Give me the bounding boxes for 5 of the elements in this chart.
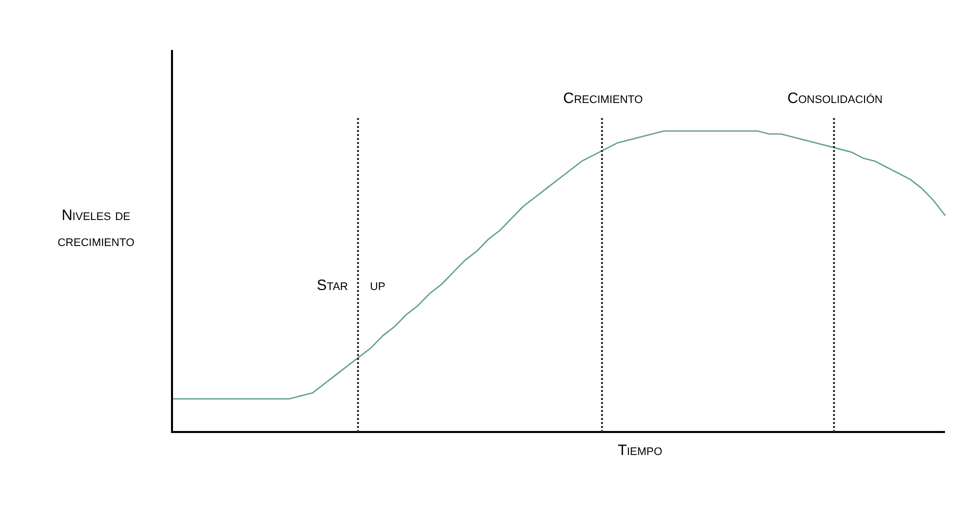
x-axis-title: Tiempo — [618, 442, 663, 459]
text: Consolidación — [787, 90, 883, 107]
text: Crecimiento — [563, 90, 644, 107]
y-axis-title: Niveles de crecimiento — [58, 207, 135, 250]
text: Star up — [316, 277, 386, 294]
